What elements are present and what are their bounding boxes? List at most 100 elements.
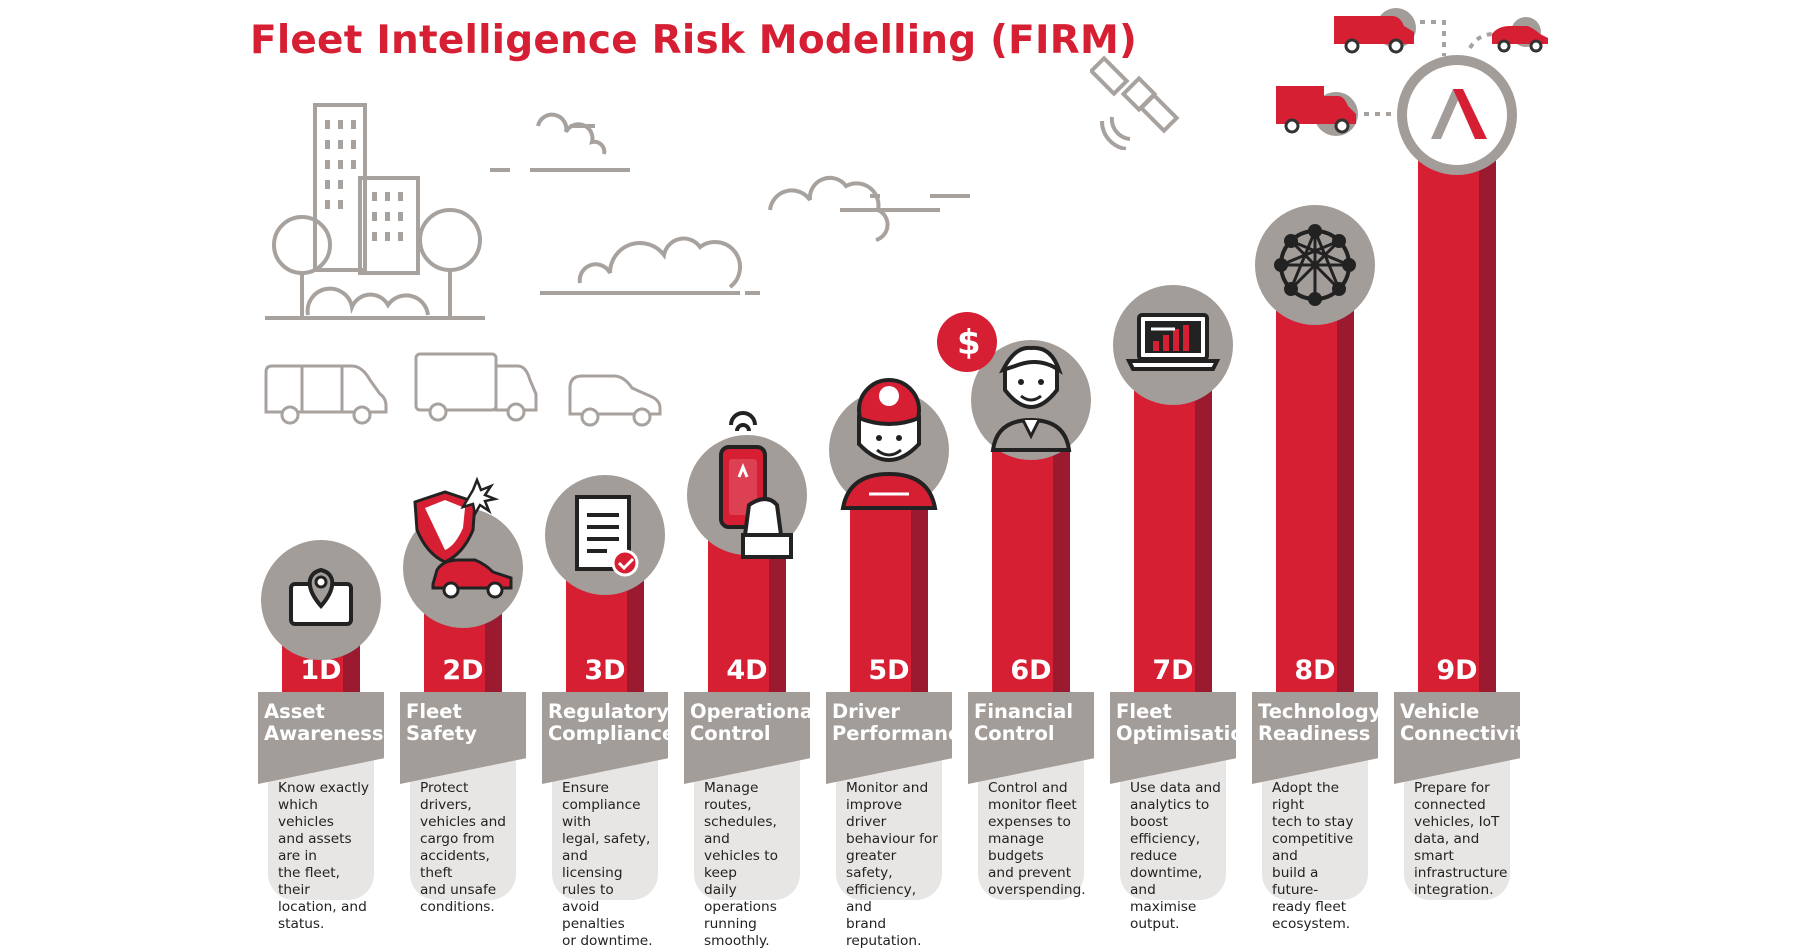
stage-icon-circle <box>687 411 807 559</box>
infographic: Fleet Intelligence Risk Modelling (FIRM) <box>250 0 1548 949</box>
stage-description-line: manage budgets <box>988 831 1044 864</box>
stage-description-line: greater safety, <box>846 848 897 881</box>
stage-description-line: Use data and <box>1130 780 1221 796</box>
stage-description-line: reduce downtime, <box>1130 848 1203 881</box>
logo-a-icon <box>1397 55 1517 175</box>
stage-description-line: Monitor and <box>846 780 929 796</box>
laptop-chart-icon <box>1113 285 1233 405</box>
stage-name-line: Operational <box>690 700 820 723</box>
stage-description-line: analytics to <box>1130 797 1210 813</box>
driver-steering-wheel-icon <box>829 378 949 510</box>
stage-description-line: expenses to <box>988 814 1071 830</box>
stage-description-line: vehicles, IoT <box>1414 814 1500 830</box>
stage-description-line: cargo from <box>420 831 495 847</box>
stage-name-line: Vehicle <box>1400 700 1480 723</box>
stage-5d: 5D Monitor and improve driver behaviour fo… <box>826 0 973 949</box>
stage-description-line: integration. <box>1414 882 1494 898</box>
stage-description-line: Manage routes, <box>704 780 759 813</box>
stage-description-line: boost efficiency, <box>1130 814 1201 847</box>
manager-dollar-icon: $ <box>937 312 1091 460</box>
stage-icon-circle <box>403 476 523 628</box>
stage-description-line: licensing rules to <box>562 865 623 898</box>
stage-bar: 9D <box>1418 150 1496 692</box>
svg-text:$: $ <box>957 323 981 363</box>
stage-3d: 3D Ensure compliance with legal, safety, a… <box>542 0 676 949</box>
stage-icon-circle <box>829 378 949 510</box>
stage-name-line: Compliance <box>548 722 676 745</box>
stage-description-line: compliance with <box>562 797 641 830</box>
stage-description-line: efficiency, and <box>846 882 917 915</box>
stage-description-line: schedules, and <box>704 814 777 847</box>
stage-name-line: Fleet <box>406 700 462 723</box>
truck-outline-icon <box>414 352 538 422</box>
stage-description-line: and prevent <box>988 865 1072 881</box>
stage-icon-circle <box>545 475 665 595</box>
stage-name: Fleet Safety <box>400 692 526 784</box>
stage-8d: 8D Adopt the right tech to stay competitiv… <box>1252 0 1382 932</box>
stage-level-label: 9D <box>1436 655 1478 686</box>
stage-name-line: Technology <box>1258 700 1382 723</box>
stage-bar: 8D <box>1276 300 1354 692</box>
stage-name-line: Financial <box>974 700 1074 723</box>
network-mesh-icon <box>1255 205 1375 325</box>
map-pin-tablet-icon <box>261 540 381 660</box>
cloud-icon <box>490 112 630 172</box>
stage-description-line: conditions. <box>420 899 495 915</box>
smartphone-hand-icon <box>687 411 807 559</box>
page-title: Fleet Intelligence Risk Modelling (FIRM) <box>250 18 1137 63</box>
stage-icon-circle <box>1397 55 1517 175</box>
stage-description-line: vehicles and <box>420 814 506 830</box>
stage-description-line: build a future- <box>1272 865 1319 898</box>
stage-6d: 6D $ Control and monitor fleet expenses to… <box>937 0 1094 900</box>
stage-description: Monitor and improve driver behaviour for gr… <box>836 752 942 949</box>
stage-description-line: daily operations <box>704 882 777 915</box>
stage-description-line: smoothly. <box>704 933 770 949</box>
stage-description-line: location, and <box>278 899 367 915</box>
stage-name-line: Control <box>690 722 771 745</box>
stage-level-label: 8D <box>1294 655 1336 686</box>
stage-level-label: 2D <box>442 655 484 686</box>
stage-icon-circle <box>261 540 381 660</box>
stage-description-line: which vehicles <box>278 797 334 830</box>
stage-name-line: Regulatory <box>548 700 669 723</box>
stage-level-label: 5D <box>868 655 910 686</box>
stage-description-line: ecosystem. <box>1272 916 1351 932</box>
stage-name-line: Fleet <box>1116 700 1172 723</box>
stage-description-line: Prepare for <box>1414 780 1490 796</box>
stage-description-line: or downtime. <box>562 933 653 949</box>
stage-description-line: Adopt the right <box>1272 780 1340 813</box>
stage-name: Fleet Optimisation <box>1110 692 1236 784</box>
stage-description-line: and maximise <box>1130 882 1197 915</box>
stage-description-line: infrastructure <box>1414 865 1508 881</box>
stage-description-line: Ensure <box>562 780 609 796</box>
stage-bar: 5D <box>850 480 928 692</box>
stage-description-line: improve driver <box>846 797 903 830</box>
stage-bar: 6D <box>992 420 1070 692</box>
stage-level-label: 3D <box>584 655 626 686</box>
stage-level-label: 7D <box>1152 655 1194 686</box>
stage-description-line: and assets are in <box>278 831 352 864</box>
stage-description-line: avoid penalties <box>562 899 625 932</box>
stage-icon-circle <box>1113 285 1233 405</box>
stage-name-line: Connectivity <box>1400 722 1538 745</box>
stage-name-line: Performance <box>832 722 973 745</box>
red-truck-icon <box>1276 86 1358 136</box>
stage-description-line: data, and smart <box>1414 831 1480 864</box>
connection-lines-icon <box>1364 20 1495 116</box>
stage-name-line: Asset <box>264 700 325 723</box>
stage-icon-circle: $ <box>937 312 1091 460</box>
stage-description-line: output. <box>1130 916 1180 932</box>
stage-description-line: tech to stay <box>1272 814 1354 830</box>
stage-description-line: accidents, theft <box>420 848 490 881</box>
stage-description-line: status. <box>278 916 325 932</box>
red-car-icon <box>1492 17 1548 53</box>
city-skyline-icon <box>265 103 485 320</box>
red-van-icon <box>1334 8 1416 54</box>
satellite-icon <box>1090 55 1180 150</box>
stage-name-line: Control <box>974 722 1055 745</box>
stage-description-line: brand reputation. <box>846 916 922 949</box>
stage-name-line: Awareness <box>264 722 384 745</box>
stage-description-line: connected <box>1414 797 1486 813</box>
stage-icon-circle <box>1255 205 1375 325</box>
stage-name-line: Optimisation <box>1116 722 1258 745</box>
